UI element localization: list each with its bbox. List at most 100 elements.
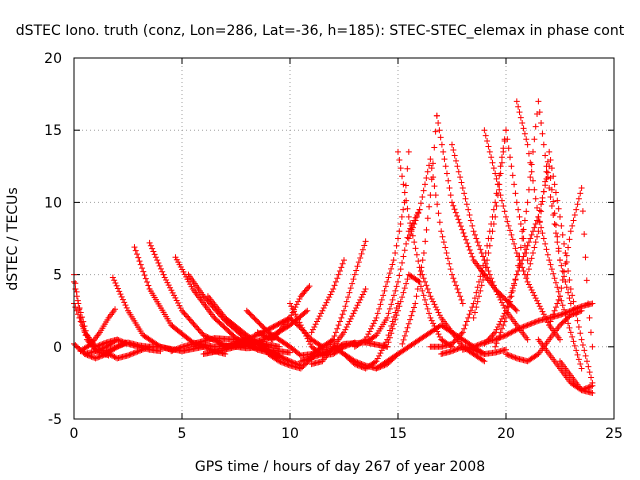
data-point-marker (527, 235, 534, 242)
data-point-marker (469, 253, 476, 260)
data-point-marker (139, 346, 146, 353)
data-point-marker (457, 174, 464, 181)
data-point-marker (335, 271, 342, 278)
data-point-marker (540, 141, 547, 148)
data-point-marker (473, 304, 480, 311)
data-point-marker (452, 209, 459, 216)
data-point-marker (397, 266, 404, 273)
data-point-marker (389, 261, 396, 268)
series-34 (449, 141, 531, 343)
data-point-marker (293, 301, 300, 308)
data-point-marker (133, 349, 140, 356)
data-point-marker (347, 315, 354, 322)
data-point-marker (496, 186, 503, 193)
data-point-marker (517, 114, 524, 121)
data-point-marker (512, 354, 519, 361)
data-point-marker (403, 280, 410, 287)
data-point-marker (532, 221, 539, 228)
data-point-marker (405, 235, 412, 242)
data-point-marker (589, 343, 596, 350)
data-point-marker (349, 313, 356, 320)
plot-frame (73, 57, 615, 420)
data-point-marker (123, 340, 130, 347)
y-tick-label: 5 (53, 268, 62, 284)
data-point-marker (141, 345, 148, 352)
chart-title: dSTEC Iono. truth (conz, Lon=286, Lat=-3… (16, 23, 625, 39)
data-point-marker (262, 332, 269, 339)
data-point-marker (399, 173, 406, 180)
data-point-marker (372, 359, 379, 366)
data-point-marker (218, 340, 225, 347)
data-point-marker (399, 340, 406, 347)
data-point-marker (380, 292, 387, 299)
data-point-marker (311, 323, 318, 330)
data-point-marker (305, 338, 312, 345)
data-point-marker (299, 324, 306, 331)
data-point-marker (570, 217, 577, 224)
data-point-marker (498, 197, 505, 204)
data-point-marker (289, 305, 296, 312)
data-point-marker (355, 359, 362, 366)
data-point-marker (534, 204, 541, 211)
data-point-marker (536, 303, 543, 310)
data-point-marker (331, 282, 338, 289)
data-point-marker (557, 257, 563, 264)
data-point-marker (454, 163, 461, 170)
data-point-marker (430, 298, 437, 305)
data-point-marker (403, 328, 410, 335)
data-point-marker (432, 192, 439, 199)
series-4 (77, 306, 119, 355)
data-point-marker (388, 330, 395, 337)
data-point-marker (393, 312, 400, 319)
data-point-marker (561, 310, 568, 317)
data-point-marker (489, 228, 496, 235)
data-point-marker (523, 275, 530, 282)
data-point-marker (386, 270, 393, 277)
series-26 (351, 148, 412, 350)
data-point-marker (141, 272, 148, 279)
data-point-marker (191, 322, 198, 329)
data-point-marker (573, 305, 580, 312)
data-point-marker (198, 329, 205, 336)
data-point-marker (579, 386, 586, 393)
series-44 (503, 307, 585, 365)
data-point-marker (505, 145, 512, 152)
data-point-marker (500, 148, 507, 155)
data-point-marker (307, 341, 314, 348)
data-point-marker (415, 258, 422, 265)
data-point-marker (511, 181, 518, 188)
data-point-marker (390, 354, 397, 361)
data-point-marker (382, 283, 389, 290)
data-point-marker (489, 332, 496, 339)
data-point-marker (332, 329, 339, 336)
data-point-marker (378, 347, 385, 354)
data-point-marker (165, 282, 172, 289)
data-point-marker (389, 296, 396, 303)
data-point-marker (400, 181, 407, 188)
data-point-marker (531, 224, 538, 231)
data-point-marker (577, 330, 584, 337)
data-point-marker (488, 235, 495, 242)
data-point-marker (508, 231, 515, 238)
data-point-marker (589, 382, 596, 389)
data-point-marker (496, 294, 503, 301)
data-point-marker (357, 254, 364, 261)
data-point-marker (492, 199, 499, 206)
data-point-marker (478, 249, 485, 256)
data-point-marker (92, 355, 99, 362)
data-point-marker (172, 294, 179, 301)
data-point-marker (524, 141, 531, 148)
data-point-marker (265, 334, 272, 341)
data-point-marker (527, 159, 534, 166)
data-point-marker (480, 277, 487, 284)
data-point-marker (493, 203, 500, 210)
data-point-marker (481, 271, 488, 278)
data-point-marker (476, 278, 482, 285)
data-point-marker (415, 277, 422, 284)
data-point-marker (293, 314, 300, 321)
data-point-marker (498, 154, 505, 161)
x-tick-label: 25 (605, 426, 623, 442)
data-point-marker (509, 328, 516, 335)
data-point-marker (420, 292, 427, 299)
data-point-marker (532, 318, 539, 325)
